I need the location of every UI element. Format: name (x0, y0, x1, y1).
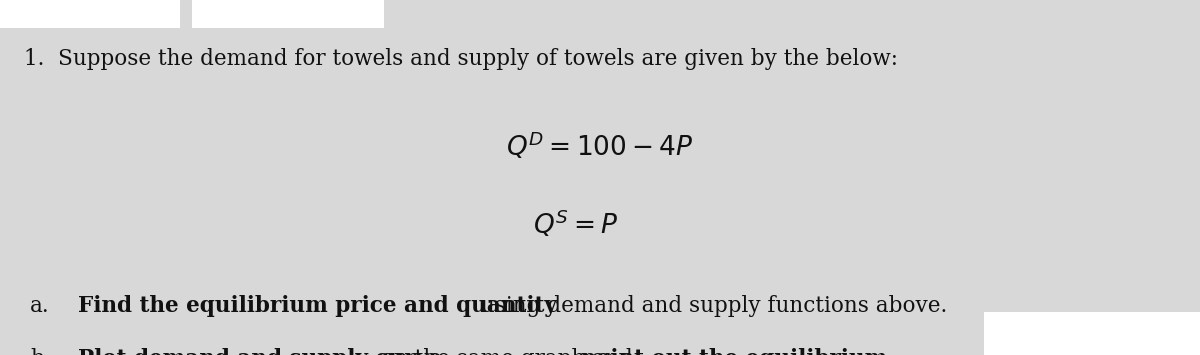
Text: b.: b. (30, 348, 50, 355)
Text: $Q^D = 100 - 4P$: $Q^D = 100 - 4P$ (506, 130, 694, 161)
Text: a.: a. (30, 295, 49, 317)
Text: $Q^S = P$: $Q^S = P$ (533, 208, 619, 239)
Text: Plot demand and supply curve: Plot demand and supply curve (78, 348, 442, 355)
Text: point out the equilibrium: point out the equilibrium (581, 348, 887, 355)
Text: on the same graph and: on the same graph and (374, 348, 640, 355)
Text: b.   11.: b. 11. (6, 0, 50, 13)
Text: using demand and supply functions above.: using demand and supply functions above. (474, 295, 947, 317)
Bar (0, 0, 180, 28)
Text: Find the equilibrium price and quantity: Find the equilibrium price and quantity (78, 295, 557, 317)
Text: 1.  Suppose the demand for towels and supply of towels are given by the below:: 1. Suppose the demand for towels and sup… (24, 48, 898, 70)
Bar (192, 0, 384, 28)
Bar (984, 312, 1200, 355)
